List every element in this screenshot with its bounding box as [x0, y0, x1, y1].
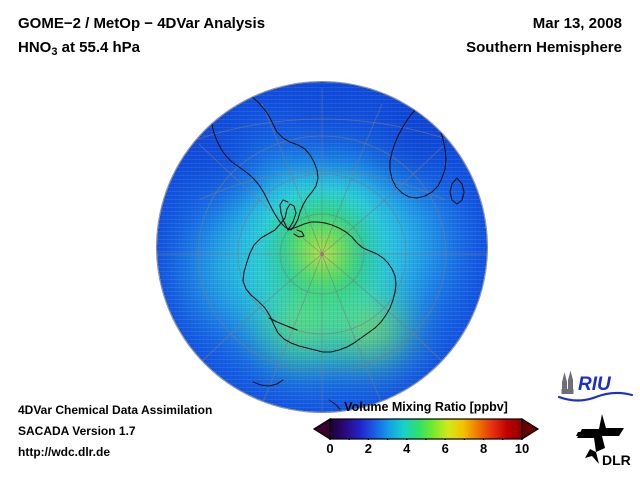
page-title: GOME−2 / MetOp − 4DVar Analysis: [18, 15, 266, 32]
header-left-block: GOME−2 / MetOp − 4DVar Analysis HNO3 at …: [18, 12, 265, 61]
coastline-new-zealand-limb: [328, 399, 341, 410]
colorbar-extend-high-arrow: [521, 418, 540, 440]
footer-line-version: SACADA Version 1.7: [18, 424, 136, 438]
meridian-240: [198, 253, 323, 365]
footer-left-block: 4DVar Chemical Data Assimilation SACADA …: [18, 400, 212, 463]
footer-line-assimilation: 4DVar Chemical Data Assimilation: [18, 403, 213, 417]
meridian-330: [261, 103, 323, 255]
orthographic-globe: [157, 82, 487, 412]
field-blob-cyan-west: [170, 207, 303, 340]
coastline-antarctic-peninsula: [279, 199, 289, 231]
species-name: HNO: [18, 39, 52, 56]
species-subscript: 3: [51, 46, 58, 58]
region-label: Southern Hemisphere: [466, 39, 622, 56]
colorbar-tick-label-4: 4: [403, 441, 411, 456]
coastline-africa-east-limb: [459, 141, 468, 163]
field-blob-cyan-east: [348, 167, 468, 320]
colorbar-tick-labels: 0 2 4 6 8 10: [312, 441, 540, 459]
species-level: at 55.4 hPa: [57, 39, 141, 56]
dlr-logo: DLR: [576, 414, 631, 468]
coastline-madagascar: [449, 177, 465, 205]
meridian-060: [321, 143, 446, 255]
map-overlay-vector: [158, 88, 486, 412]
dlr-wordmark: DLR: [602, 452, 631, 468]
colorbar-tick-label-0: 0: [326, 441, 334, 456]
species-subtitle: HNO3 at 55.4 hPa: [18, 36, 265, 61]
dlr-wing-icon: [576, 414, 624, 464]
colorbar-title: Volume Mixing Ratio [ppbv]: [344, 400, 508, 414]
meridian-210: [261, 253, 323, 405]
colorbar-tick-label-10: 10: [514, 441, 530, 456]
meridian-030: [321, 103, 383, 255]
colorbar-extend-low-arrow: [312, 418, 331, 440]
colorbar-bar: [329, 418, 523, 440]
date-label: Mar 13, 2008: [532, 15, 622, 32]
coastline-antarctica-inner-detail: [268, 317, 298, 331]
coastline-australia-limb: [252, 379, 284, 387]
south-pole-marker: [320, 252, 324, 256]
riu-logo: RIU: [557, 370, 634, 402]
riu-spires-icon: [561, 370, 574, 394]
field-blob-deepblue-northeast: [348, 88, 481, 188]
colorbar: Volume Mixing Ratio [ppbv]: [312, 400, 540, 459]
colorbar-tick-label-6: 6: [441, 441, 449, 456]
meridian-300: [198, 143, 323, 255]
colorbar-gradient: [312, 418, 540, 440]
colorbar-tick-label-8: 8: [479, 441, 488, 456]
coastline-tierra-del-fuego: [293, 229, 305, 238]
colorbar-tick-label-2: 2: [364, 441, 373, 456]
meridian-150: [321, 253, 383, 405]
coastline-south-america: [210, 91, 319, 231]
header-right-block: Mar 13, 2008 Southern Hemisphere: [466, 12, 622, 60]
meridian-120: [321, 253, 446, 365]
map-panel: [0, 60, 640, 412]
colorbar-ticks: [329, 439, 523, 440]
coastline-south-america-north: [219, 88, 244, 94]
riu-wave-icon: [557, 391, 634, 402]
coastline-antarctica: [242, 203, 397, 353]
colorbar-scale: [312, 418, 540, 440]
graticule-meridians: [158, 88, 486, 412]
footer-line-url: http://wdc.dlr.de: [18, 445, 110, 459]
coastline-southern-africa: [389, 101, 447, 199]
riu-wordmark: RIU: [578, 374, 612, 395]
